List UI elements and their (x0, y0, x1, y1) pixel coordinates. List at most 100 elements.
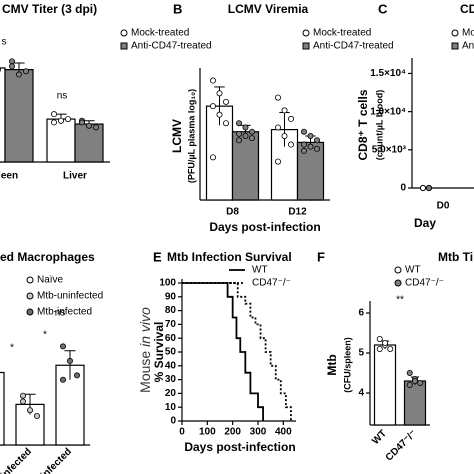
data-point (222, 98, 229, 105)
bar (4, 68, 34, 163)
data-point (209, 103, 216, 110)
x-axis-label: Days post-infection (209, 220, 320, 234)
data-point (242, 132, 249, 139)
data-point (300, 141, 307, 148)
data-point (274, 94, 281, 101)
data-point (274, 124, 281, 131)
legend-label: WT (252, 265, 268, 276)
x-tick-label: 100 (199, 427, 216, 438)
data-point (281, 107, 288, 114)
data-point (376, 345, 383, 352)
x-tick-label: D0 (437, 201, 450, 212)
annotation: * (10, 343, 14, 354)
legend-swatch (26, 308, 34, 316)
data-point (216, 90, 223, 97)
panel-title: Mtb Infection Survival (167, 250, 292, 264)
panel-title: Mtb Ti (438, 250, 473, 264)
y-tick-label: 1.0×10⁴ (370, 106, 406, 117)
x-tick-label: 300 (250, 427, 267, 438)
x-tick-label: D12 (288, 207, 307, 218)
data-point (376, 335, 383, 342)
bar (0, 371, 5, 446)
legend-swatch (120, 42, 128, 50)
legend-label: Anti-CD47-treated (131, 41, 212, 52)
annotation: * (43, 330, 47, 341)
data-point (222, 120, 229, 127)
y-tick-label: 80 (165, 305, 177, 316)
legend-label: WT (405, 265, 421, 276)
data-point (287, 141, 294, 148)
y-tick-label: 0 (400, 183, 406, 194)
panel-title: CMV Titer (3 dpi) (2, 2, 97, 16)
y-tick-label: 1.5×10⁴ (370, 68, 406, 79)
data-point (307, 132, 314, 139)
y-axis-label: CD8⁺ T cells (356, 89, 370, 160)
panel-title: ed Macrophages (0, 250, 95, 264)
y-tick-label: 50 (165, 347, 177, 358)
data-point (242, 124, 249, 131)
panel-letter: C (378, 1, 388, 16)
bar (403, 380, 427, 426)
data-point (419, 184, 427, 192)
y-tick-label: 100 (159, 278, 176, 289)
side-label: Mouse in vivo (137, 307, 153, 393)
data-point (74, 372, 81, 379)
y-tick-label: 6 (358, 308, 364, 319)
legend-swatch (451, 42, 459, 50)
panel-title: CD (460, 2, 474, 16)
legend-label: CD47⁻/⁻ (252, 278, 291, 289)
data-point (58, 117, 65, 124)
legend-label: Naïve (37, 275, 64, 286)
legend-label: Mtb-uninfected (37, 291, 103, 302)
data-point (22, 68, 29, 75)
data-point (406, 369, 413, 376)
data-point (209, 77, 216, 84)
y-tick-label: 4 (358, 388, 364, 399)
bar (373, 344, 397, 426)
survival-curve (182, 282, 264, 421)
legend-swatch (394, 266, 402, 274)
panel-letter: F (317, 249, 325, 264)
data-point (216, 111, 223, 118)
data-point (19, 398, 26, 405)
data-point (8, 58, 15, 65)
data-point (26, 407, 33, 414)
data-point (60, 376, 67, 383)
y-axis-label: LCMV (170, 119, 184, 153)
data-point (235, 130, 242, 137)
data-point (209, 154, 216, 161)
panel-letter: B (173, 1, 182, 16)
data-point (60, 343, 67, 350)
panel-title: LCMV Viremia (228, 2, 309, 16)
y-axis-unit: (CFU/spleen) (342, 337, 352, 393)
legend-label: Mock-treated (131, 28, 189, 39)
legend-label: Mock-treated (313, 28, 371, 39)
data-point (8, 63, 15, 70)
data-point (406, 381, 413, 388)
y-axis-unit: (count/µL blood) (374, 90, 384, 161)
data-point (411, 377, 418, 384)
data-point (34, 412, 41, 419)
data-point (313, 137, 320, 144)
data-point (307, 143, 314, 150)
bar (74, 123, 104, 163)
data-point (86, 122, 93, 129)
legend-swatch (120, 29, 128, 37)
data-point (15, 71, 22, 78)
data-point (51, 119, 58, 126)
data-point (387, 345, 394, 352)
x-tick-label: D8 (226, 207, 239, 218)
data-point (235, 137, 242, 144)
data-point (381, 339, 388, 346)
data-point (300, 128, 307, 135)
bar (46, 118, 76, 163)
x-tick-label: 400 (275, 427, 292, 438)
y-tick-label: 90 (165, 291, 177, 302)
legend-swatch (451, 29, 459, 37)
x-tick-label: CD47⁻/⁻ (384, 428, 419, 463)
data-point (19, 392, 26, 399)
x-axis-label: Days post-infection (184, 440, 295, 454)
bar (0, 67, 6, 163)
data-point (274, 158, 281, 165)
